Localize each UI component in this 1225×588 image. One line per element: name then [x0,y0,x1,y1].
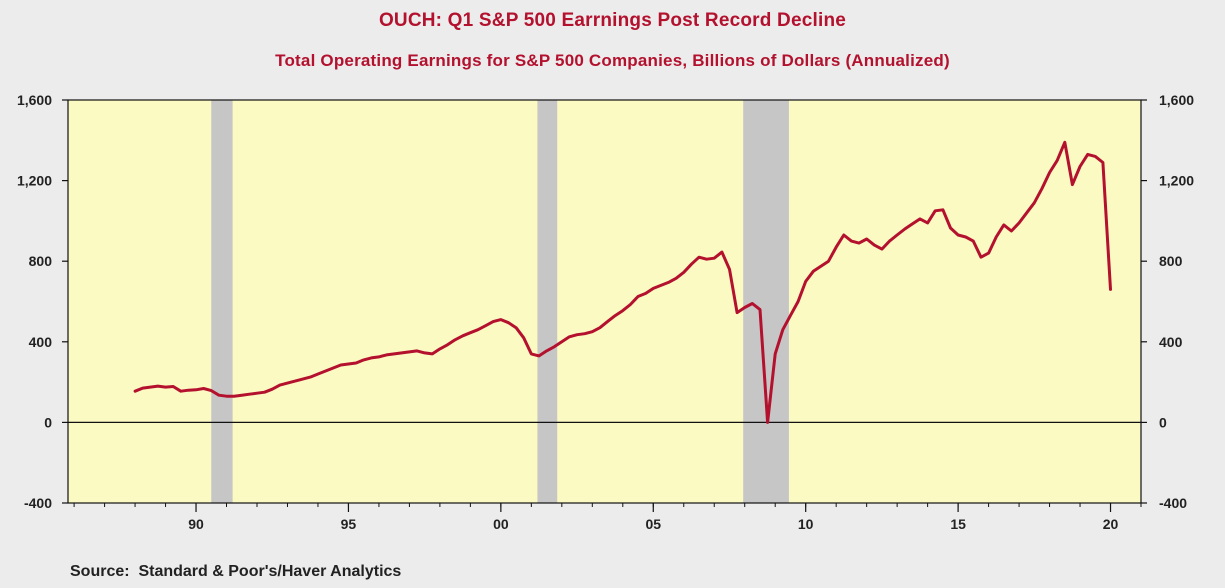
recession-band [743,100,789,503]
y-tick-label-right: 0 [1159,414,1167,430]
plot-background [68,100,1141,503]
y-tick-label-left: 1,200 [17,173,52,189]
x-tick-label: 15 [950,516,966,532]
recession-band [211,100,233,503]
x-tick-label: 20 [1103,516,1119,532]
y-tick-label-right: 1,600 [1159,92,1194,108]
plot-area [68,100,1141,503]
y-tick-label-left: 400 [29,334,53,350]
y-tick-label-left: 0 [44,414,52,430]
chart-title: OUCH: Q1 S&P 500 Earrnings Post Record D… [378,10,847,31]
x-tick-label: 05 [645,516,661,532]
x-tick-label: 10 [798,516,814,532]
y-tick-label-right: 800 [1159,253,1183,269]
y-tick-label-left: 800 [29,253,53,269]
chart-subtitle: Total Operating Earnings for S&P 500 Com… [275,51,950,70]
x-tick-label: 00 [493,516,509,532]
source-note: Source: Standard & Poor's/Haver Analytic… [70,563,402,580]
y-tick-label-left: -400 [24,495,52,511]
y-tick-label-right: 400 [1159,334,1183,350]
y-tick-label-right: -400 [1159,495,1187,511]
recession-band [537,100,558,503]
series-line [133,140,1112,424]
y-tick-label-left: 1,600 [17,92,52,108]
y-tick-label-right: 1,200 [1159,173,1194,189]
plot-frame [67,99,1142,504]
x-tick-label: 95 [341,516,357,532]
x-tick-label: 90 [188,516,204,532]
